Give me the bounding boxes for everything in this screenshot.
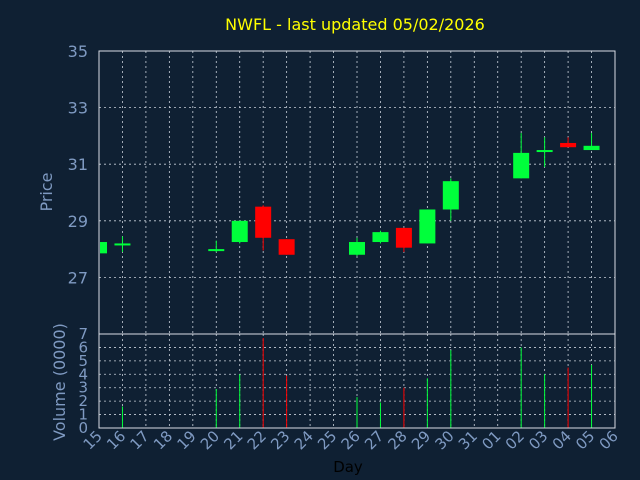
candle-body	[255, 206, 272, 238]
candle-body	[442, 181, 459, 210]
chart-title: NWFL - last updated 05/02/2026	[225, 15, 485, 34]
candle-body	[583, 145, 600, 151]
volume-tick-label: 3	[78, 379, 88, 397]
volume-tick-label: 7	[78, 325, 88, 343]
candle-body	[208, 249, 225, 252]
candle-body	[395, 227, 412, 248]
volume-axis-label: Volume (0000)	[50, 323, 69, 441]
price-y-ticks: 27 29 31 33 35	[68, 42, 88, 287]
x-axis-label: Day	[333, 458, 363, 476]
volume-tick-label: 0	[78, 419, 88, 437]
candle-body	[536, 150, 553, 153]
candle-body	[231, 220, 248, 243]
price-axis-label: Price	[37, 172, 56, 211]
volume-tick-label: 6	[78, 338, 88, 356]
volume-tick-label: 5	[78, 352, 88, 370]
candle-body	[372, 232, 389, 243]
candle-body	[349, 242, 365, 255]
volume-tick-label: 2	[78, 392, 88, 410]
volume-panel-frame	[98, 333, 616, 429]
price-tick-label: 29	[68, 212, 88, 231]
price-tick-label: 33	[68, 99, 88, 118]
price-tick-label: 35	[68, 42, 88, 61]
candle-body	[560, 142, 577, 148]
candle-body	[100, 242, 107, 254]
candle-body	[114, 243, 131, 246]
price-tick-label: 27	[68, 268, 88, 287]
candle-body	[419, 209, 436, 244]
candle-body	[278, 239, 295, 255]
volume-bars	[121, 338, 593, 428]
candles	[98, 133, 600, 257]
volume-tick-label: 1	[78, 406, 88, 424]
volume-tick-label: 4	[78, 365, 88, 383]
candle-body	[513, 152, 530, 179]
price-tick-label: 31	[68, 155, 88, 174]
x-ticks: 1516171819202122232425262728293031010203…	[80, 427, 622, 453]
